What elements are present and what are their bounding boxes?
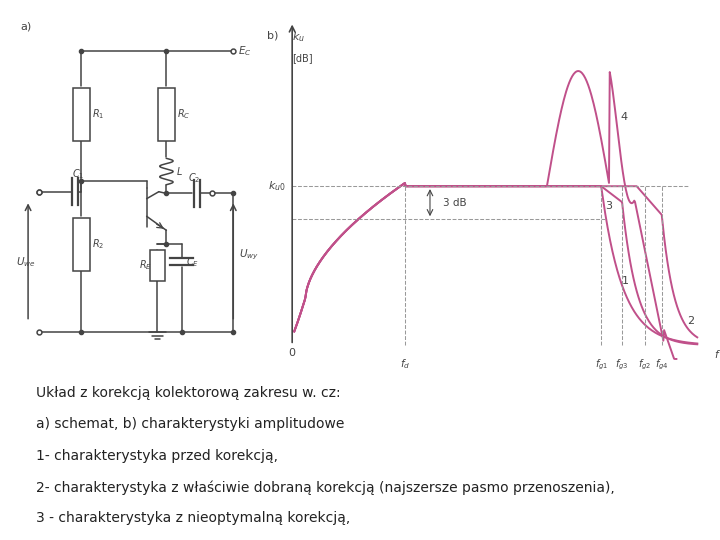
Text: 3: 3 [606, 200, 613, 211]
Text: 2: 2 [687, 316, 694, 327]
Text: 0: 0 [289, 348, 296, 358]
Text: $k_u$: $k_u$ [292, 30, 305, 44]
Text: $f_{g2}$: $f_{g2}$ [639, 357, 652, 372]
Text: 1: 1 [622, 275, 629, 286]
Text: $k_{u0}$: $k_{u0}$ [268, 179, 286, 193]
Text: $L$: $L$ [176, 165, 182, 177]
Text: 3 dB: 3 dB [443, 198, 466, 208]
Text: $f_d$: $f_d$ [400, 357, 410, 372]
Text: 2- charakterystyka z właściwie dobraną korekcją (najszersze pasmo przenoszenia),: 2- charakterystyka z właściwie dobraną k… [36, 480, 615, 495]
Text: $U_{we}$: $U_{we}$ [16, 255, 35, 269]
Bar [158, 88, 175, 141]
Text: $f_{g3}$: $f_{g3}$ [616, 357, 629, 372]
Text: $f$ [Hz]: $f$ [Hz] [714, 348, 720, 362]
Text: $R_C$: $R_C$ [177, 107, 191, 122]
Text: 3 - charakterystyka z nieoptymalną korekcją,: 3 - charakterystyka z nieoptymalną korek… [36, 511, 350, 525]
Text: $C_1$: $C_1$ [72, 167, 84, 181]
Text: $f_{g4}$: $f_{g4}$ [655, 357, 669, 372]
Text: $U_{wy}$: $U_{wy}$ [239, 248, 259, 262]
Text: $C_E$: $C_E$ [186, 255, 199, 269]
Bar [73, 88, 90, 141]
Text: $R_2$: $R_2$ [92, 238, 104, 251]
Text: $f_{g1}$: $f_{g1}$ [595, 357, 608, 372]
Bar [73, 218, 90, 271]
Text: $C_2$: $C_2$ [188, 171, 200, 185]
Text: $R_1$: $R_1$ [92, 107, 104, 122]
Text: [dB]: [dB] [292, 53, 312, 63]
Text: $E_C$: $E_C$ [238, 44, 251, 58]
Text: a): a) [20, 22, 32, 32]
Text: b): b) [267, 30, 279, 40]
Text: a) schemat, b) charakterystyki amplitudowe: a) schemat, b) charakterystyki amplitudo… [36, 417, 344, 431]
Text: Układ z korekcją kolektorową zakresu w. cz:: Układ z korekcją kolektorową zakresu w. … [36, 386, 341, 400]
Text: $R_E$: $R_E$ [139, 259, 152, 272]
Text: 4: 4 [620, 112, 627, 123]
Text: 1- charakterystyka przed korekcją,: 1- charakterystyka przed korekcją, [36, 449, 278, 463]
Bar [150, 249, 165, 281]
